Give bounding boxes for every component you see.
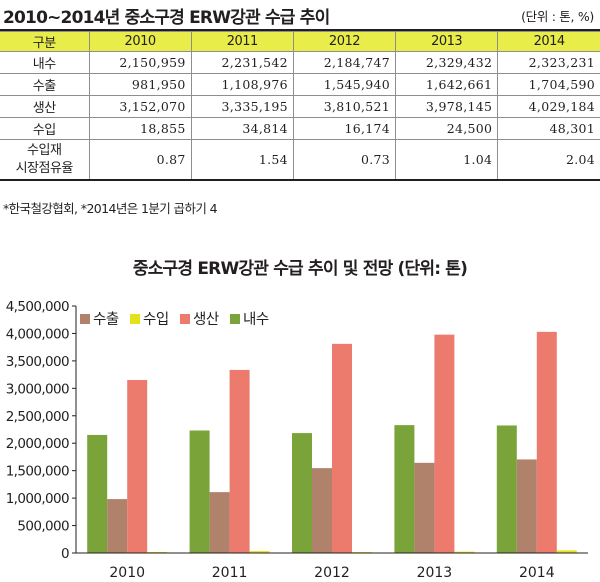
bar-생산-2011 xyxy=(229,369,250,553)
bar-수출-2012 xyxy=(312,468,332,553)
x-axis: 2010 2011 2012 2013 2014 xyxy=(76,552,588,581)
header-cell: 2011 xyxy=(190,31,294,52)
bar-수입-2010 xyxy=(147,551,168,553)
bar-수출-2013 xyxy=(414,462,435,553)
table-cell: 16,174 xyxy=(292,117,397,140)
table-cell: 4,029,184 xyxy=(497,95,600,118)
table-cell: 2,231,542 xyxy=(190,51,294,74)
x-tick-label: 2010 xyxy=(109,565,145,581)
table-top-rule xyxy=(0,29,600,31)
bar-생산-2014 xyxy=(536,331,557,553)
table-row: 수입 18,855 34,814 16,174 24,500 48,301 xyxy=(0,117,600,140)
row-label-line1: 수입재 xyxy=(27,142,62,158)
table-cell: 1,545,940 xyxy=(292,73,397,96)
header-cell: 2012 xyxy=(292,31,397,52)
bar-수출-2014 xyxy=(516,459,537,553)
table-cell: 2,150,959 xyxy=(88,51,192,74)
header-cell: 2014 xyxy=(497,31,600,52)
table-cell: 2,184,747 xyxy=(292,51,397,74)
y-axis: 0 500,000 1,000,000 1,500,000 2,000,000 2,500… xyxy=(6,299,77,562)
source-note: *한국철강협회, *2014년은 1분기 곱하기 4 xyxy=(3,201,218,216)
x-tick-label: 2012 xyxy=(314,565,350,581)
table-cell: 3,152,070 xyxy=(88,95,192,118)
table-cell: 18,855 xyxy=(88,117,192,140)
bar-생산-2013 xyxy=(434,334,455,553)
row-label: 수출 xyxy=(0,73,90,96)
table-title: 2010~2014년 중소구경 ERW강관 수급 추이 xyxy=(3,8,330,28)
row-label: 생산 xyxy=(0,95,90,118)
table-cell: 3,810,521 xyxy=(292,95,397,118)
row-label: 수입재 시장점유율 xyxy=(0,139,90,181)
bar-생산-2012 xyxy=(332,343,352,553)
bar-내수-2012 xyxy=(292,433,312,553)
table-cell: 24,500 xyxy=(395,117,499,140)
header-cell: 2013 xyxy=(395,31,499,52)
bar-내수-2013 xyxy=(394,425,415,553)
legend-swatch-내수 xyxy=(230,314,240,324)
legend-label-생산: 생산 xyxy=(193,311,219,328)
bar-내수-2011 xyxy=(189,430,210,553)
table-cell: 3,978,145 xyxy=(395,95,499,118)
header-cell: 구분 xyxy=(0,31,90,52)
table-cell: 2,329,432 xyxy=(395,51,499,74)
legend-swatch-수출 xyxy=(80,314,90,324)
supply-demand-bar-chart: 중소구경 ERW강관 수급 추이 및 전망 (단위: 톤) 0 500,000 1,… xyxy=(6,259,588,581)
table-cell: 1.04 xyxy=(395,139,499,181)
x-tick-label: 2014 xyxy=(519,565,555,581)
table-cell: 981,950 xyxy=(88,73,192,96)
table-row: 내수 2,150,959 2,231,542 2,184,747 2,329,4… xyxy=(0,51,600,74)
y-tick-label: 2,500,000 xyxy=(6,409,69,425)
row-label-line2: 시장점유율 xyxy=(15,160,74,176)
chart-title: 중소구경 ERW강관 수급 추이 및 전망 (단위: 톤) xyxy=(133,259,467,279)
table-row: 생산 3,152,070 3,335,195 3,810,521 3,978,1… xyxy=(0,95,600,118)
bar-내수-2010 xyxy=(87,434,108,553)
y-tick-label: 500,000 xyxy=(17,519,69,535)
bars xyxy=(87,331,577,553)
row-label: 내수 xyxy=(0,51,90,74)
bar-수출-2010 xyxy=(107,499,128,553)
bar-수출-2011 xyxy=(209,492,230,553)
legend-label-수입: 수입 xyxy=(143,311,169,328)
legend: 수출 수입 생산 내수 xyxy=(80,311,269,328)
y-tick-label: 2,000,000 xyxy=(6,436,69,452)
table-unit: (단위 : 톤, %) xyxy=(521,9,594,24)
header-cell: 2010 xyxy=(88,31,192,52)
table-header-row: 구분 2010 2011 2012 2013 2014 xyxy=(0,31,600,52)
y-tick-label: 4,500,000 xyxy=(6,299,69,315)
legend-label-수출: 수출 xyxy=(93,311,119,328)
bar-수입-2011 xyxy=(249,551,270,553)
y-tick-label: 1,500,000 xyxy=(6,464,69,480)
legend-swatch-생산 xyxy=(180,314,190,324)
y-tick-label: 1,000,000 xyxy=(6,491,69,507)
x-tick-label: 2013 xyxy=(417,565,453,581)
table-cell: 1,642,661 xyxy=(395,73,499,96)
table-cell: 1,108,976 xyxy=(190,73,294,96)
table-row: 수출 981,950 1,108,976 1,545,940 1,642,661… xyxy=(0,73,600,96)
y-tick-label: 0 xyxy=(61,546,69,562)
table-cell: 0.73 xyxy=(292,139,397,181)
supply-demand-table: 구분 2010 2011 2012 2013 2014 내수 2,150,959… xyxy=(0,31,600,181)
bar-생산-2010 xyxy=(127,379,148,553)
bar-수입-2013 xyxy=(454,551,475,553)
table-cell: 48,301 xyxy=(497,117,600,140)
row-label: 수입 xyxy=(0,117,90,140)
y-tick-label: 4,000,000 xyxy=(6,326,69,342)
table-cell: 3,335,195 xyxy=(190,95,294,118)
x-tick-label: 2011 xyxy=(212,565,248,581)
legend-label-내수: 내수 xyxy=(243,311,269,328)
table-cell: 2,323,231 xyxy=(497,51,600,74)
bar-내수-2014 xyxy=(496,425,517,553)
y-tick-label: 3,000,000 xyxy=(6,381,69,397)
table-cell: 0.87 xyxy=(88,139,192,181)
legend-swatch-수입 xyxy=(130,314,140,324)
table-cell: 2.04 xyxy=(497,139,600,181)
bar-수입-2014 xyxy=(556,550,577,553)
table-row: 수입재 시장점유율 0.87 1.54 0.73 1.04 2.04 xyxy=(0,139,600,181)
y-tick-label: 3,500,000 xyxy=(6,354,69,370)
table-cell: 1.54 xyxy=(190,139,294,181)
table-cell: 34,814 xyxy=(190,117,294,140)
table-cell: 1,704,590 xyxy=(497,73,600,96)
